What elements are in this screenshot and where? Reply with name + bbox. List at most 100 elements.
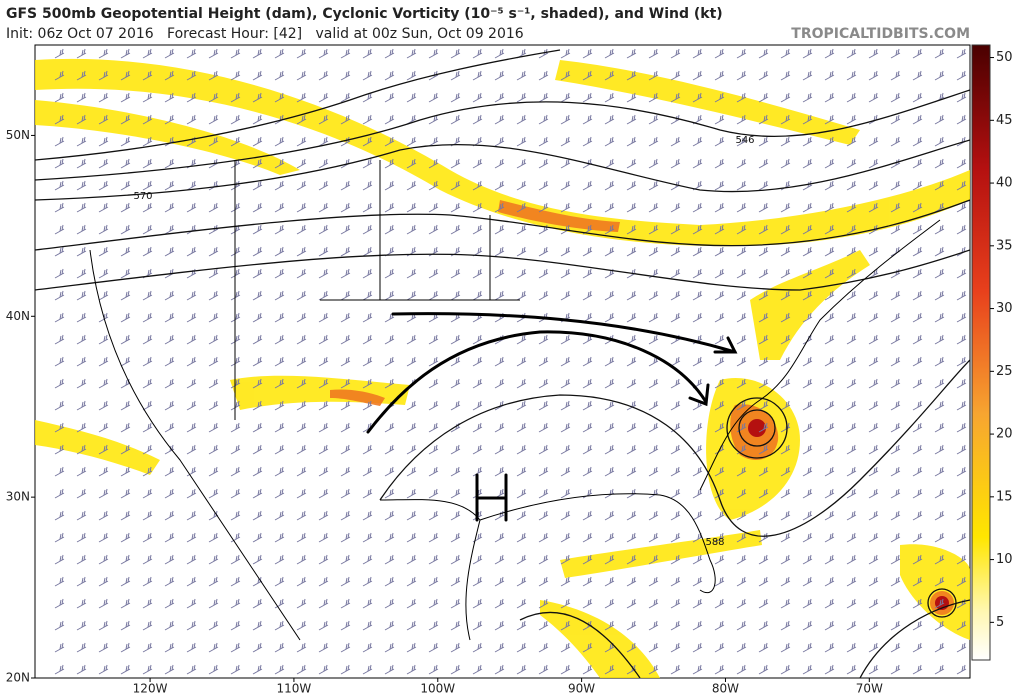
wind-barb <box>472 70 483 81</box>
wind-barb <box>340 664 351 675</box>
wind-barb <box>494 202 505 213</box>
wind-barb <box>472 92 483 103</box>
wind-barb <box>230 422 241 433</box>
wind-barb <box>560 422 571 433</box>
wind-barb <box>714 620 725 631</box>
wind-barb <box>494 378 505 389</box>
wind-barb <box>428 488 439 499</box>
wind-barb <box>758 268 769 279</box>
wind-barb <box>472 642 483 653</box>
wind-barb <box>120 576 131 587</box>
wind-barb <box>560 334 571 345</box>
wind-barb <box>296 312 307 323</box>
wind-barb <box>362 158 373 169</box>
wind-barb <box>912 334 923 345</box>
wind-barb <box>604 224 615 235</box>
wind-barb <box>780 312 791 323</box>
wind-barb <box>516 158 527 169</box>
wind-barb <box>318 268 329 279</box>
wind-barb <box>560 576 571 587</box>
wind-barb <box>252 510 263 521</box>
wind-barb <box>384 356 395 367</box>
wind-barb <box>318 642 329 653</box>
wind-barb <box>186 290 197 301</box>
wind-barb <box>538 620 549 631</box>
wind-barb <box>714 290 725 301</box>
wind-barb <box>340 70 351 81</box>
wind-barb <box>142 488 153 499</box>
wind-barb <box>824 620 835 631</box>
colorbar-label: 45 <box>996 113 1013 128</box>
wind-barb <box>956 202 967 213</box>
wind-barb <box>516 70 527 81</box>
wind-barb <box>164 510 175 521</box>
wind-barb <box>142 642 153 653</box>
wind-barb <box>714 488 725 499</box>
wind-barb <box>714 532 725 543</box>
wind-barb <box>494 576 505 587</box>
wind-barb <box>934 202 945 213</box>
wind-barb <box>318 532 329 543</box>
wind-barb <box>538 246 549 257</box>
wind-barb <box>252 598 263 609</box>
wind-barb <box>362 532 373 543</box>
wind-barb <box>626 378 637 389</box>
wind-barb <box>802 158 813 169</box>
wind-barb <box>802 312 813 323</box>
wind-barb <box>120 466 131 477</box>
wind-barb <box>98 400 109 411</box>
wind-barb <box>208 598 219 609</box>
wind-barb <box>912 598 923 609</box>
wind-barb <box>516 290 527 301</box>
wind-barb <box>736 598 747 609</box>
wind-barb <box>758 224 769 235</box>
wind-barb <box>736 422 747 433</box>
wind-barb <box>538 664 549 675</box>
wind-barb <box>120 400 131 411</box>
wind-barb <box>780 268 791 279</box>
wind-barb <box>76 532 87 543</box>
wind-barb <box>670 48 681 59</box>
wind-barb <box>120 334 131 345</box>
wind-barb <box>736 620 747 631</box>
wind-barb <box>890 642 901 653</box>
wind-barb <box>912 510 923 521</box>
wind-barb <box>142 70 153 81</box>
wind-barb <box>736 378 747 389</box>
wind-barb <box>516 334 527 345</box>
wind-barb <box>626 246 637 257</box>
wind-barb <box>252 224 263 235</box>
wind-barb <box>230 642 241 653</box>
wind-barb <box>670 378 681 389</box>
wind-barb <box>890 70 901 81</box>
wind-barb <box>186 664 197 675</box>
wind-barb <box>208 48 219 59</box>
wind-barb <box>780 532 791 543</box>
wind-barb <box>76 356 87 367</box>
wind-barb <box>428 466 439 477</box>
wind-barb <box>472 400 483 411</box>
wind-barb <box>384 620 395 631</box>
wind-barb <box>296 70 307 81</box>
wind-barb <box>736 180 747 191</box>
wind-barb <box>758 136 769 147</box>
wind-barb <box>164 378 175 389</box>
wind-barb <box>186 444 197 455</box>
wind-barb <box>406 268 417 279</box>
wind-barb <box>714 92 725 103</box>
wind-barb <box>516 554 527 565</box>
wind-barb <box>142 356 153 367</box>
wind-barb <box>54 48 65 59</box>
wind-barb <box>604 158 615 169</box>
wind-barb <box>494 466 505 477</box>
wind-barb <box>780 378 791 389</box>
wind-barb <box>758 48 769 59</box>
wind-barb <box>824 664 835 675</box>
wind-barb <box>648 554 659 565</box>
wind-barb <box>142 136 153 147</box>
wind-barb <box>780 664 791 675</box>
wind-barb <box>736 554 747 565</box>
wind-barb <box>120 246 131 257</box>
wind-barb <box>406 202 417 213</box>
wind-barb <box>252 268 263 279</box>
